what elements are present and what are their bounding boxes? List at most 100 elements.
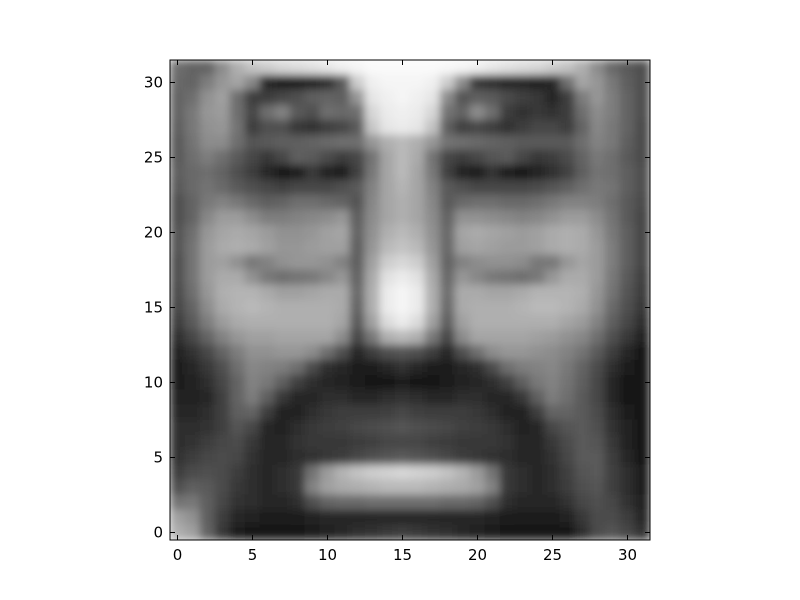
image-cell [199, 209, 216, 226]
image-cell [634, 479, 650, 496]
image-cell [574, 284, 591, 301]
image-cell [364, 494, 381, 511]
image-cell [170, 60, 186, 76]
image-cell [170, 119, 186, 136]
image-cell [409, 524, 426, 540]
image-cell [409, 74, 426, 91]
image-cell [244, 344, 261, 361]
image-cell [544, 359, 561, 376]
image-cell [349, 449, 366, 466]
image-cell [199, 299, 216, 316]
image-cell [199, 509, 216, 526]
image-cell [619, 329, 636, 346]
image-cell [514, 149, 531, 166]
image-cell [499, 329, 516, 346]
image-cell [274, 164, 291, 181]
image-cell [214, 494, 231, 511]
image-cell [349, 209, 366, 226]
image-cell [229, 389, 246, 406]
image-cell [574, 194, 591, 211]
image-cell [484, 89, 501, 106]
image-cell [170, 389, 186, 406]
image-cell [379, 119, 396, 136]
image-cell [334, 299, 351, 316]
image-cell [184, 434, 201, 451]
image-cell [619, 164, 636, 181]
image-cell [499, 524, 516, 540]
image-cell [214, 224, 231, 241]
image-cell [379, 269, 396, 286]
image-cell [499, 284, 516, 301]
image-cell [484, 314, 501, 331]
image-cell [349, 524, 366, 540]
image-cell [319, 224, 336, 241]
image-cell [604, 329, 621, 346]
image-cell [349, 299, 366, 316]
image-cell [319, 284, 336, 301]
image-cell [454, 404, 471, 421]
image-cell [499, 449, 516, 466]
image-cell [424, 314, 441, 331]
image-cell [544, 389, 561, 406]
image-cell [289, 404, 306, 421]
image-cell [364, 434, 381, 451]
image-cell [349, 284, 366, 301]
image-cell [634, 74, 650, 91]
image-cell [454, 374, 471, 391]
image-cell [604, 194, 621, 211]
image-cell [229, 479, 246, 496]
image-cell [304, 239, 321, 256]
image-cell [259, 509, 276, 526]
image-cell [379, 89, 396, 106]
image-cell [349, 329, 366, 346]
image-cell [364, 104, 381, 121]
image-cell [424, 224, 441, 241]
image-cell [619, 524, 636, 540]
image-cell [289, 524, 306, 540]
image-cell [454, 239, 471, 256]
image-cell [334, 344, 351, 361]
image-cell [499, 194, 516, 211]
image-cell [469, 119, 486, 136]
image-cell [274, 74, 291, 91]
image-cell [379, 149, 396, 166]
image-cell [514, 329, 531, 346]
image-cell [259, 299, 276, 316]
image-cell [589, 404, 606, 421]
image-cell [214, 419, 231, 436]
image-cell [170, 209, 186, 226]
image-cell [469, 419, 486, 436]
image-cell [229, 209, 246, 226]
image-cell [439, 509, 456, 526]
image-cell [334, 119, 351, 136]
image-cell [274, 449, 291, 466]
image-cell [439, 329, 456, 346]
image-cell [394, 74, 411, 91]
image-cell [589, 434, 606, 451]
image-cell [514, 119, 531, 136]
image-cell [544, 60, 561, 76]
image-cell [229, 239, 246, 256]
image-cell [274, 509, 291, 526]
image-cell [289, 419, 306, 436]
image-cell [394, 344, 411, 361]
image-cell [214, 149, 231, 166]
image-cell [589, 299, 606, 316]
image-cell [379, 434, 396, 451]
image-cell [334, 74, 351, 91]
image-cell [529, 299, 546, 316]
image-cell [529, 209, 546, 226]
image-cell [544, 404, 561, 421]
image-cell [529, 524, 546, 540]
image-cell [259, 404, 276, 421]
image-cell [574, 494, 591, 511]
image-cell [394, 284, 411, 301]
image-cell [544, 434, 561, 451]
image-cell [544, 509, 561, 526]
image-cell [289, 224, 306, 241]
image-cell [439, 239, 456, 256]
image-cell [619, 389, 636, 406]
image-cell [289, 74, 306, 91]
image-cell [259, 449, 276, 466]
image-cell [559, 74, 576, 91]
